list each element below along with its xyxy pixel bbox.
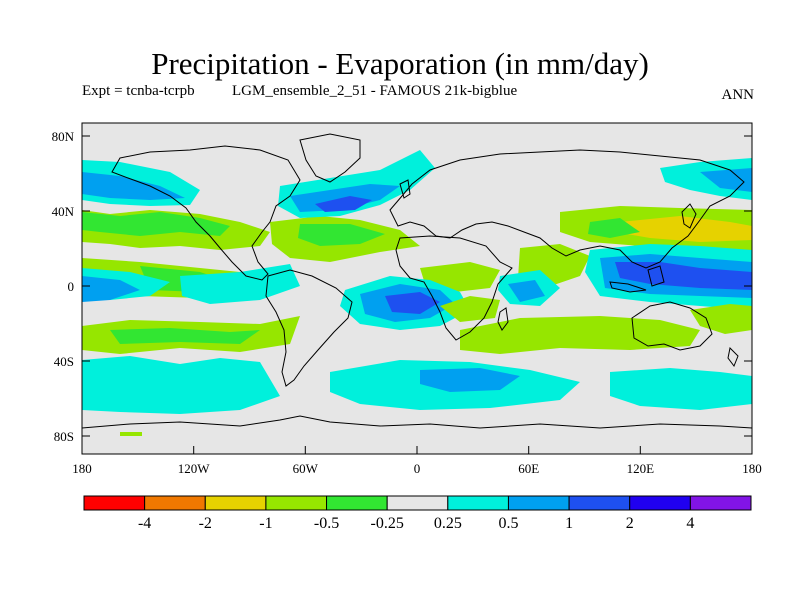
contour-so-cyan-patch [112, 382, 130, 398]
lon-label-120w: 120W [178, 461, 211, 476]
lon-label-60w: 60W [293, 461, 319, 476]
coast-indonesia [609, 265, 665, 293]
coast-british-isles [399, 179, 411, 199]
coast-north-america [111, 145, 301, 281]
colorbar: -4 -2 -1 -0.5 -0.25 0.25 0.5 1 2 4 [83, 495, 752, 532]
lat-label-40n: 40N [52, 204, 75, 219]
colorbar-label-0: -4 [138, 515, 151, 532]
coast-new-zealand [727, 346, 739, 368]
contour-s-green-east [460, 316, 700, 354]
contour-nhigh-blue-west [82, 172, 185, 200]
colorbar-label-7: 1 [565, 515, 573, 532]
contour-maritime-deepblue [615, 262, 752, 290]
lon-label-60e: 60E [518, 461, 539, 476]
colorbar-swatch-6 [447, 495, 509, 511]
colorbar-swatch-0 [83, 495, 146, 511]
colorbar-swatch-4 [326, 495, 388, 511]
experiment-label: Expt = tcnba-tcrpb [82, 83, 195, 99]
contour-so-green-sliver [120, 432, 142, 436]
coast-australia [631, 301, 713, 351]
coastlines [82, 133, 752, 429]
lat-label-0: 0 [68, 279, 75, 294]
coast-madagascar [497, 307, 509, 331]
coast-antarctica [82, 415, 752, 429]
lon-label-180w: 180 [72, 461, 92, 476]
contour-npac-east-cyan [660, 158, 752, 200]
contour-so-cyan-west [82, 356, 280, 414]
colorbar-swatch-5 [386, 495, 449, 511]
lat-label-80n: 80N [52, 129, 75, 144]
longitude-axis [81, 446, 753, 454]
colorbar-swatch-10 [689, 495, 752, 511]
colorbar-label-6: 0.5 [498, 515, 518, 532]
ensemble-label: LGM_ensemble_2_51 - FAMOUS 21k-bigblue [232, 83, 518, 99]
coast-africa [395, 235, 513, 341]
coast-japan [681, 203, 697, 229]
contour-so-blue-east [420, 368, 520, 392]
colorbar-swatch-1 [144, 495, 206, 511]
contour-band-wpac-yellow [615, 216, 752, 242]
colorbar-label-3: -0.5 [314, 515, 339, 532]
contour-band-wpac-slight [588, 218, 640, 238]
colorbar-swatch-7 [507, 495, 570, 511]
colorbar-label-2: -1 [259, 515, 272, 532]
colorbar-label-4: -0.25 [371, 515, 404, 532]
contour-eq-blue-west [82, 276, 140, 302]
contour-npac-east-blue [700, 168, 752, 192]
season-label: ANN [721, 87, 755, 103]
lon-label-0: 0 [414, 461, 421, 476]
coast-greenland [299, 133, 361, 183]
chart-title: Precipitation - Evaporation (in mm/day) [151, 46, 649, 81]
contour-band-natl-slight [298, 224, 385, 246]
contour-satl-deepblue [385, 292, 440, 314]
coast-eurasia [389, 149, 745, 269]
colorbar-label-1: -2 [199, 515, 212, 532]
colorbar-label-9: 4 [686, 515, 694, 532]
contour-s-slight-west [110, 328, 260, 344]
latitude-axis [82, 135, 752, 437]
colorbar-swatch-9 [629, 495, 691, 511]
lon-label-180e: 180 [742, 461, 762, 476]
contour-eq-cyan-central [180, 264, 300, 304]
contour-eq-blue-io [508, 280, 545, 302]
coast-south-america [265, 269, 353, 387]
contour-s-green-tasman [690, 304, 752, 334]
colorbar-swatch-2 [204, 495, 267, 511]
colorbar-label-5: 0.25 [434, 515, 462, 532]
colorbar-swatch-8 [568, 495, 631, 511]
lat-label-40s: 40S [54, 354, 74, 369]
lat-label-80s: 80S [54, 429, 74, 444]
colorbar-label-8: 2 [626, 515, 634, 532]
contour-natl-deepblue [315, 196, 372, 212]
colorbar-swatch-3 [265, 495, 328, 511]
contour-so-cyan-far-east [610, 368, 752, 410]
lon-label-120e: 120E [627, 461, 655, 476]
